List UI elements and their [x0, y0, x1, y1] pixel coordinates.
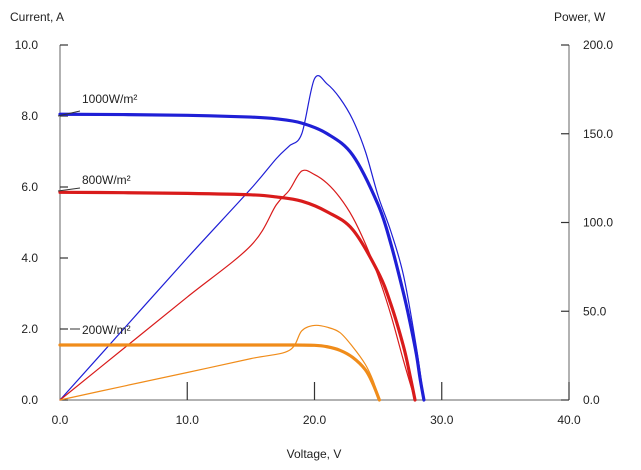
current-curve-1000 — [58, 112, 426, 402]
y-right-tick-label: 100.0 — [583, 216, 613, 230]
power-curve-200 — [59, 324, 380, 401]
series-labels: 1000W/m² 800W/m² 200W/m² — [57, 92, 137, 337]
series-label-leader-1000 — [57, 110, 81, 117]
current-curve-800 — [58, 190, 417, 402]
y-right-tick-label: 200.0 — [583, 38, 613, 52]
y-right-axis-title: Power, W — [554, 10, 606, 24]
x-tick-label: 0.0 — [52, 413, 69, 427]
y-left-tick-label: 0.0 — [21, 393, 38, 407]
y-right-tick-label: 50.0 — [583, 304, 607, 318]
y-right-tick-label: 0.0 — [583, 393, 600, 407]
power-curve-800 — [59, 169, 416, 401]
series-label-leader-800 — [57, 187, 81, 192]
x-tick-label: 30.0 — [430, 413, 454, 427]
series-label-1000: 1000W/m² — [82, 92, 137, 106]
x-tick-label: 40.0 — [557, 413, 581, 427]
x-tick-label: 10.0 — [176, 413, 200, 427]
current-curve-200 — [58, 343, 381, 402]
ticks: 0.0 10.0 20.0 30.0 40.00.02.04.06.08.010.00.… — [15, 38, 614, 427]
x-axis-title: Voltage, V — [287, 447, 342, 461]
x-tick-label: 20.0 — [303, 413, 327, 427]
y-left-tick-label: 10.0 — [15, 38, 39, 52]
series — [58, 75, 426, 402]
y-right-tick-label: 150.0 — [583, 127, 613, 141]
y-left-tick-label: 6.0 — [21, 180, 38, 194]
y-left-tick-label: 8.0 — [21, 109, 38, 123]
series-label-800: 800W/m² — [82, 173, 131, 187]
y-left-axis-title: Current, A — [10, 10, 64, 24]
y-left-tick-label: 2.0 — [21, 322, 38, 336]
y-left-tick-label: 4.0 — [21, 251, 38, 265]
series-label-200: 200W/m² — [82, 323, 131, 337]
power-curve-1000 — [59, 75, 425, 401]
